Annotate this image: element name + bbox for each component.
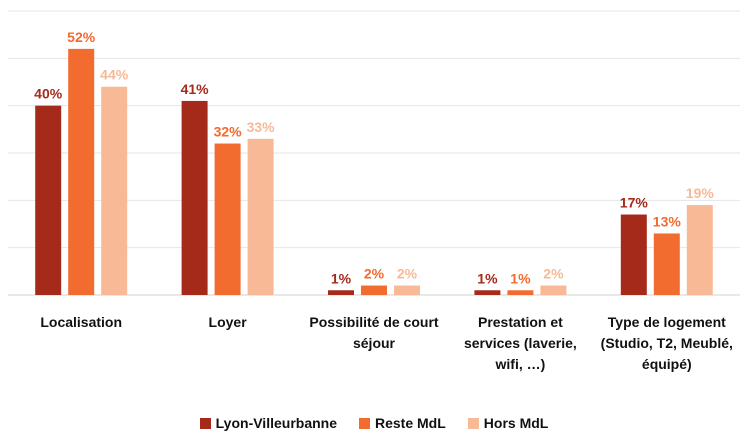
bar	[394, 285, 420, 295]
bar	[181, 100, 208, 295]
legend-label: Reste MdL	[375, 415, 446, 431]
data-label: 2%	[543, 266, 564, 282]
x-tick-label: Possibilité de court séjour	[309, 314, 439, 351]
legend: Lyon-Villeurbanne Reste MdL Hors MdL	[0, 415, 748, 431]
data-label: 40%	[34, 86, 63, 102]
bar	[620, 214, 647, 295]
legend-label: Lyon-Villeurbanne	[215, 415, 337, 431]
data-label: 32%	[214, 124, 243, 140]
legend-item: Hors MdL	[467, 415, 549, 431]
data-label: 13%	[653, 213, 682, 229]
data-label: 19%	[686, 185, 715, 201]
bar	[361, 285, 387, 295]
bar	[68, 48, 95, 295]
data-label: 44%	[100, 67, 129, 83]
x-tick-label: Prestation et services (laverie, wifi, ……	[463, 314, 577, 372]
data-label: 2%	[397, 266, 418, 282]
data-label: 52%	[67, 29, 96, 45]
x-tick-label: Loyer	[208, 314, 247, 330]
data-label: 41%	[181, 81, 210, 97]
x-tick-label: Localisation	[40, 314, 123, 330]
data-label: 2%	[364, 266, 385, 282]
bar	[101, 86, 128, 295]
bar	[35, 105, 62, 296]
legend-item: Lyon-Villeurbanne	[199, 415, 337, 431]
data-label: 1%	[331, 270, 352, 286]
bar	[653, 233, 680, 295]
data-label: 17%	[620, 195, 649, 211]
bar	[328, 290, 354, 295]
bar	[540, 285, 567, 295]
legend-label: Hors MdL	[483, 415, 549, 431]
legend-swatch	[467, 417, 479, 429]
legend-swatch	[199, 417, 211, 429]
x-tick-label: Type de logement (Studio, T2, Meublé, éq…	[600, 314, 733, 372]
bar	[686, 205, 713, 295]
legend-item: Reste MdL	[359, 415, 446, 431]
data-label: 1%	[510, 270, 531, 286]
bar	[507, 290, 534, 295]
bar	[474, 290, 501, 295]
bar	[214, 143, 241, 295]
legend-swatch	[359, 417, 370, 429]
data-label: 1%	[477, 270, 498, 286]
bar	[247, 138, 274, 295]
data-label: 33%	[247, 119, 276, 135]
